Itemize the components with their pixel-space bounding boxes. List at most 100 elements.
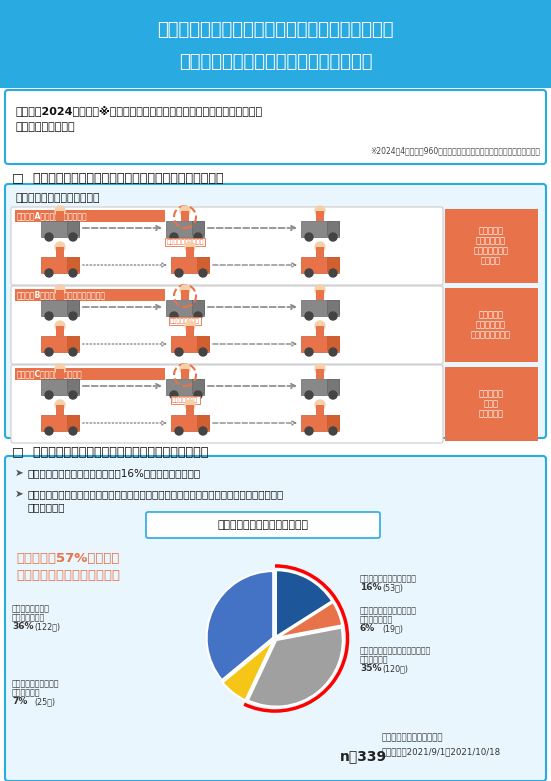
Circle shape <box>69 427 77 435</box>
Circle shape <box>315 364 325 374</box>
Circle shape <box>45 233 53 241</box>
Circle shape <box>185 242 195 252</box>
Bar <box>316 369 324 379</box>
Bar <box>301 415 339 431</box>
Bar <box>56 290 64 300</box>
Circle shape <box>45 269 53 277</box>
Bar <box>41 379 79 395</box>
Circle shape <box>180 285 190 295</box>
Bar <box>301 300 339 316</box>
Bar <box>41 336 79 352</box>
Bar <box>15 368 165 380</box>
Circle shape <box>185 400 195 410</box>
Circle shape <box>45 391 53 399</box>
Text: 貨物を: 貨物を <box>483 400 499 408</box>
Bar <box>171 336 209 352</box>
Text: 16%: 16% <box>360 583 381 592</box>
Circle shape <box>315 400 325 410</box>
Bar <box>301 221 339 237</box>
Bar <box>316 211 324 221</box>
Text: (19社): (19社) <box>382 624 403 633</box>
Text: 「中継輸送」に取り組んでみませんか？: 「中継輸送」に取り組んでみませんか？ <box>179 53 372 71</box>
Circle shape <box>199 269 207 277</box>
Text: 中継輸送は実施し: 中継輸送は実施し <box>12 604 50 613</box>
Text: ドライバーが交替する: ドライバーが交替する <box>166 239 204 244</box>
Wedge shape <box>207 571 273 680</box>
Circle shape <box>55 206 65 216</box>
Bar <box>41 415 79 431</box>
Circle shape <box>180 364 190 374</box>
Circle shape <box>315 206 325 216</box>
Circle shape <box>194 312 202 320</box>
Bar <box>192 300 204 314</box>
Circle shape <box>55 321 65 331</box>
Circle shape <box>55 285 65 295</box>
Text: トレーラーの: トレーラーの <box>476 320 506 330</box>
Circle shape <box>329 269 337 277</box>
Bar <box>445 209 538 283</box>
Circle shape <box>199 427 207 435</box>
Bar <box>197 257 209 271</box>
FancyBboxPatch shape <box>11 207 443 285</box>
Text: 興味はあるものの、これまで実施: 興味はあるものの、これまで実施 <box>360 646 431 655</box>
Bar <box>327 336 339 350</box>
Circle shape <box>329 312 337 320</box>
Text: 6%: 6% <box>360 624 375 633</box>
Text: n＝339: n＝339 <box>340 749 387 763</box>
Text: 積み替える: 積み替える <box>478 409 504 419</box>
Bar <box>15 210 165 222</box>
Text: トラックドライバーの長時間労働を抑制するため: トラックドライバーの長時間労働を抑制するため <box>157 21 394 39</box>
Text: 貨物を積み替え: 貨物を積み替え <box>172 397 198 402</box>
Text: ヘッド交換をする: ヘッド交換をする <box>170 318 200 323</box>
Circle shape <box>305 348 313 356</box>
Circle shape <box>69 348 77 356</box>
Circle shape <box>55 242 65 252</box>
Text: ドライバーが: ドライバーが <box>476 237 506 245</box>
Circle shape <box>180 206 190 216</box>
Bar <box>316 405 324 415</box>
Circle shape <box>175 348 183 356</box>
Text: ［中継輸送の主なパターン］: ［中継輸送の主なパターン］ <box>15 193 100 203</box>
Bar <box>41 221 79 237</box>
FancyBboxPatch shape <box>5 184 546 438</box>
Text: ヘッド交換をする: ヘッド交換をする <box>471 330 511 340</box>
Bar <box>171 415 209 431</box>
Circle shape <box>69 312 77 320</box>
Bar <box>445 288 538 362</box>
Text: 善は喫緊の課題です: 善は喫緊の課題です <box>15 122 74 132</box>
Bar <box>445 367 538 441</box>
Circle shape <box>305 312 313 320</box>
Circle shape <box>170 391 178 399</box>
Circle shape <box>175 427 183 435</box>
Bar <box>301 336 339 352</box>
Bar <box>41 300 79 316</box>
Bar <box>67 300 79 314</box>
Text: 35%: 35% <box>360 664 381 673</box>
FancyBboxPatch shape <box>5 456 546 781</box>
Circle shape <box>305 427 313 435</box>
Text: 7%: 7% <box>12 697 28 706</box>
Text: ➤: ➤ <box>15 468 24 478</box>
Circle shape <box>170 312 178 320</box>
Bar <box>316 326 324 336</box>
Text: 一方で、「中継輸送に興味はある」との回答を含め、全体の半数以上が中継輸送に前向きと: 一方で、「中継輸送に興味はある」との回答を含め、全体の半数以上が中継輸送に前向き… <box>27 489 283 499</box>
Text: □  中継輸送によりドライバーの労働時間が削減できます！: □ 中継輸送によりドライバーの労働時間が削減できます！ <box>12 173 224 186</box>
Text: できていない: できていない <box>360 655 388 664</box>
Text: (120社): (120社) <box>382 664 408 673</box>
Circle shape <box>55 400 65 410</box>
Text: ➤: ➤ <box>15 489 24 499</box>
Text: 調査対象：トラック事業者: 調査対象：トラック事業者 <box>382 733 444 743</box>
Circle shape <box>69 269 77 277</box>
Bar <box>67 221 79 235</box>
Bar <box>186 326 194 336</box>
Bar <box>41 257 79 273</box>
Text: 過去やっていたが、今: 過去やっていたが、今 <box>12 679 60 688</box>
Bar <box>327 221 339 235</box>
Bar <box>327 257 339 271</box>
Bar <box>181 369 189 379</box>
Bar <box>56 211 64 221</box>
FancyBboxPatch shape <box>146 512 380 538</box>
Circle shape <box>329 427 337 435</box>
Bar <box>166 221 204 237</box>
Bar <box>56 369 64 379</box>
